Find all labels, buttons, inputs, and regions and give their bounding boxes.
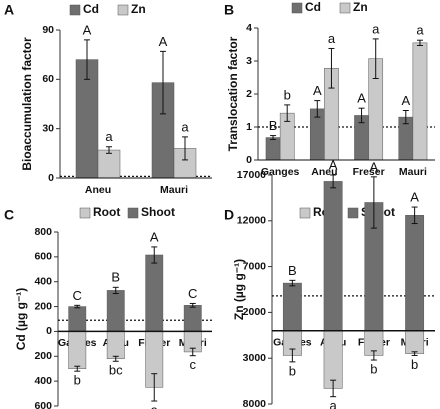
significance-letter: a bbox=[416, 23, 424, 38]
y-axis-label: Translocation factor bbox=[226, 36, 240, 151]
bar bbox=[106, 290, 125, 332]
y-tick-label: 800 bbox=[34, 226, 52, 238]
bar bbox=[405, 330, 425, 354]
y-tick-label: 0 bbox=[246, 154, 252, 166]
y-tick-label: 200 bbox=[34, 300, 52, 312]
significance-letter: b bbox=[370, 361, 377, 376]
significance-letter: a bbox=[105, 129, 113, 144]
bar bbox=[323, 181, 343, 331]
significance-letter: A bbox=[370, 159, 379, 174]
significance-letter: a bbox=[181, 119, 189, 134]
y-tick-label: 8000 bbox=[243, 398, 267, 409]
x-tick-label: Ganges bbox=[261, 166, 300, 178]
legend-swatch bbox=[79, 207, 91, 219]
panel-label: D bbox=[224, 207, 234, 223]
y-tick-label: 0 bbox=[46, 325, 52, 337]
bar bbox=[68, 306, 87, 332]
significance-letter: c bbox=[190, 357, 197, 372]
bar bbox=[183, 305, 202, 332]
significance-letter: B bbox=[269, 118, 278, 133]
y-tick-label: 3 bbox=[246, 55, 252, 67]
legend-label: Cd bbox=[83, 2, 99, 16]
x-tick-label: Mauri bbox=[160, 184, 188, 196]
significance-letter: a bbox=[372, 21, 380, 36]
significance-letter: A bbox=[329, 157, 338, 172]
y-tick-label: 2000 bbox=[243, 306, 267, 318]
bar bbox=[97, 149, 121, 179]
significance-letter: A bbox=[357, 91, 366, 106]
y-tick-label: 90 bbox=[42, 24, 54, 36]
bar bbox=[412, 42, 428, 161]
x-tick-label: Aneu bbox=[85, 184, 111, 196]
legend-swatch bbox=[299, 207, 311, 219]
bar bbox=[282, 282, 302, 331]
bar bbox=[265, 137, 281, 161]
significance-letter: b bbox=[289, 363, 296, 378]
legend-label: Cd bbox=[305, 0, 321, 14]
y-tick-label: 600 bbox=[34, 400, 52, 409]
significance-letter: A bbox=[313, 83, 322, 98]
panel-label: C bbox=[4, 207, 14, 223]
legend-label: Zn bbox=[131, 2, 146, 16]
legend-swatch bbox=[127, 207, 139, 219]
legend-swatch bbox=[339, 2, 351, 14]
bar bbox=[106, 331, 125, 360]
significance-letter: B bbox=[111, 270, 120, 285]
y-tick-label: 17000 bbox=[237, 169, 266, 181]
y-tick-label: 200 bbox=[34, 350, 52, 362]
x-tick-label: Mauri bbox=[399, 166, 427, 178]
y-tick-label: 7000 bbox=[243, 260, 267, 272]
bar bbox=[145, 254, 164, 332]
significance-letter: a bbox=[328, 31, 336, 46]
significance-letter: bc bbox=[109, 363, 123, 378]
significance-letter: A bbox=[410, 189, 419, 204]
bar bbox=[68, 331, 87, 369]
panel-label: A bbox=[4, 2, 14, 18]
legend-swatch bbox=[117, 4, 129, 16]
legend-swatch bbox=[347, 207, 359, 219]
y-tick-label: 30 bbox=[42, 122, 54, 134]
y-tick-label: 400 bbox=[34, 375, 52, 387]
legend-label: Shoot bbox=[141, 205, 175, 219]
significance-letter: b bbox=[284, 87, 291, 102]
significance-letter: a bbox=[151, 402, 159, 409]
y-tick-label: 60 bbox=[42, 73, 54, 85]
y-tick-label: 400 bbox=[34, 275, 52, 287]
significance-letter: A bbox=[159, 34, 168, 49]
significance-letter: A bbox=[401, 93, 410, 108]
significance-letter: B bbox=[288, 263, 297, 278]
y-tick-label: 1 bbox=[246, 121, 252, 133]
y-tick-label: 600 bbox=[34, 251, 52, 263]
significance-letter: a bbox=[330, 398, 338, 409]
y-axis-label: Bioaccumulation factor bbox=[20, 37, 34, 171]
bar bbox=[405, 215, 425, 331]
y-tick-label: 2 bbox=[246, 88, 252, 100]
significance-letter: b bbox=[74, 373, 81, 388]
legend-swatch bbox=[291, 2, 303, 14]
y-tick-label: 0 bbox=[48, 172, 54, 184]
significance-letter: b bbox=[411, 357, 418, 372]
legend-label: Root bbox=[93, 205, 120, 219]
y-axis-label: Cd (µg g⁻¹) bbox=[14, 288, 28, 351]
significance-letter: A bbox=[150, 229, 159, 244]
significance-letter: A bbox=[83, 22, 92, 37]
y-tick-label: 3000 bbox=[243, 352, 267, 364]
y-tick-label: 12000 bbox=[237, 215, 266, 227]
significance-letter: C bbox=[188, 286, 197, 301]
y-axis-label: Zn (µg g⁻¹) bbox=[232, 259, 246, 320]
significance-letter: C bbox=[73, 288, 82, 303]
panel-label: B bbox=[224, 2, 234, 18]
x-tick-label: Freser bbox=[353, 166, 385, 178]
legend-swatch bbox=[69, 4, 81, 16]
legend-label: Zn bbox=[353, 0, 368, 14]
y-tick-label: 4 bbox=[246, 22, 252, 34]
